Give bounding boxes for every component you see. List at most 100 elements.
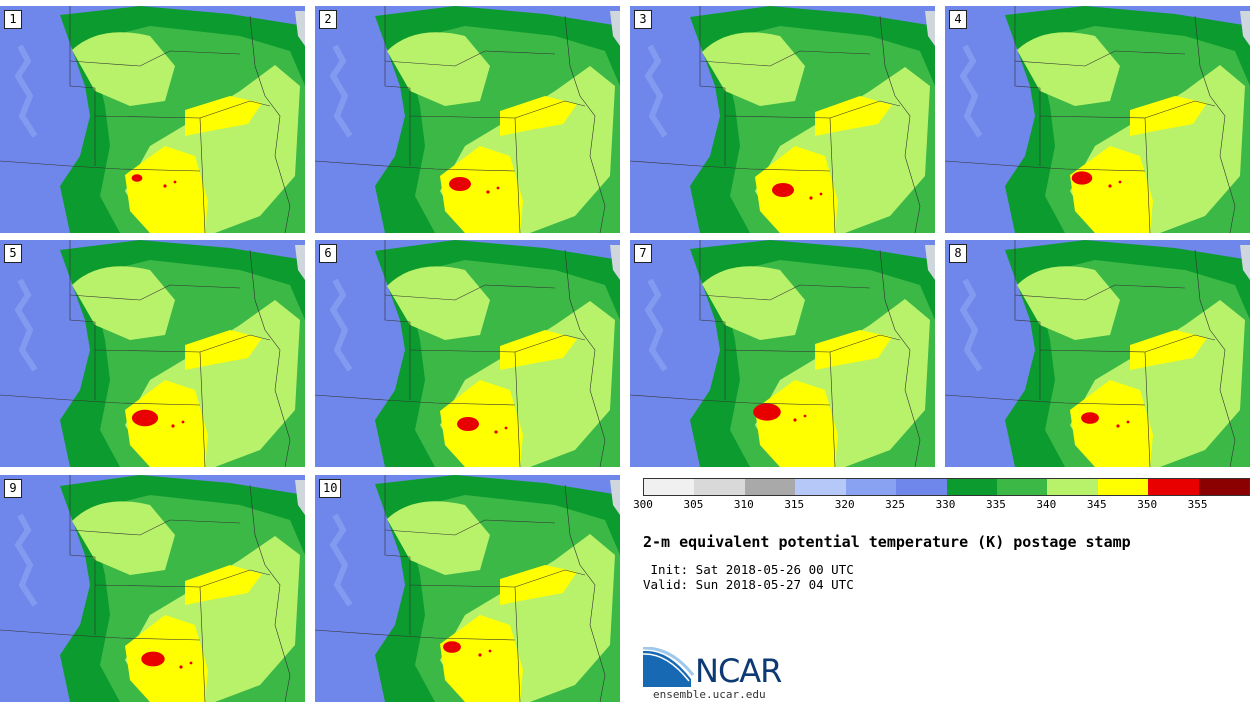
- extreme-theta-e-dot: [819, 192, 823, 196]
- extreme-theta-e-spot: [753, 403, 781, 421]
- lake-region: [295, 245, 305, 280]
- extreme-theta-e-dot: [803, 414, 807, 418]
- extreme-theta-e-dot: [488, 649, 492, 653]
- valid-time: Valid: Sun 2018-05-27 04 UTC: [643, 577, 854, 592]
- state-border: [1194, 249, 1236, 467]
- state-border: [409, 569, 586, 588]
- northern-moist-lobe: [387, 501, 490, 575]
- colorbar-segment: [1097, 479, 1149, 495]
- high-theta-e-band: [815, 330, 892, 370]
- theta-e-map: [0, 475, 305, 702]
- member-label: 1: [4, 10, 22, 29]
- state-border: [384, 284, 556, 301]
- high-theta-e-band: [1130, 330, 1207, 370]
- member-panel-9[interactable]: 9: [0, 475, 305, 702]
- colorbar-tick-label: 330: [935, 498, 956, 511]
- state-border: [1014, 50, 1186, 67]
- state-border: [1039, 100, 1216, 119]
- member-panel-3[interactable]: 3: [630, 6, 935, 233]
- lake-region: [1240, 11, 1250, 46]
- state-border: [94, 569, 271, 588]
- state-border: [1014, 6, 1041, 166]
- northern-moist-lobe: [1017, 32, 1120, 106]
- colorbar-segment: [644, 479, 695, 495]
- high-theta-e-core: [755, 146, 838, 233]
- lake-region: [610, 11, 620, 46]
- member-panel-6[interactable]: 6: [315, 240, 620, 467]
- high-theta-e-band: [185, 565, 262, 605]
- northern-moist-lobe: [387, 266, 490, 340]
- state-border: [199, 117, 206, 233]
- colorbar-tick-label: 300: [633, 498, 653, 511]
- state-border: [879, 249, 921, 467]
- member-panel-4[interactable]: 4: [945, 6, 1250, 233]
- state-border: [384, 519, 556, 536]
- state-border: [69, 519, 241, 536]
- theta-e-map: [315, 240, 620, 467]
- state-border: [315, 160, 516, 172]
- state-border: [0, 394, 201, 406]
- colorbar-tick-label: 350: [1137, 498, 1158, 511]
- high-theta-e-band: [500, 330, 577, 370]
- extreme-theta-e-dot: [486, 190, 490, 194]
- state-border: [514, 117, 521, 233]
- extreme-theta-e-spot: [457, 417, 479, 431]
- northern-moist-lobe: [702, 32, 805, 106]
- plot-title: 2-m equivalent potential temperature (K)…: [643, 533, 1131, 551]
- colorbar-segment: [845, 479, 897, 495]
- member-panel-10[interactable]: 10: [315, 475, 620, 702]
- colorbar-segment: [896, 479, 947, 495]
- extreme-theta-e-spot: [1081, 412, 1099, 424]
- extreme-theta-e-dot: [478, 653, 482, 657]
- high-theta-e-core: [125, 380, 208, 467]
- high-theta-e-band: [815, 96, 892, 136]
- theta-e-map: [945, 240, 1250, 467]
- state-border: [69, 240, 96, 400]
- member-panel-8[interactable]: 8: [945, 240, 1250, 467]
- high-theta-e-core: [125, 615, 208, 702]
- member-panel-5[interactable]: 5: [0, 240, 305, 467]
- colorbar: [643, 478, 1250, 496]
- extreme-theta-e-dot: [179, 665, 183, 669]
- northern-moist-lobe: [72, 266, 175, 340]
- member-label: 2: [319, 10, 337, 29]
- state-border: [199, 586, 206, 702]
- high-theta-e-band: [185, 96, 262, 136]
- extreme-theta-e-spot: [443, 641, 461, 653]
- colorbar-segment: [996, 479, 1048, 495]
- light-blue-streak: [329, 278, 353, 372]
- member-panel-7[interactable]: 7: [630, 240, 935, 467]
- high-theta-e-band: [185, 330, 262, 370]
- state-border: [69, 6, 96, 166]
- northern-moist-lobe: [387, 32, 490, 106]
- high-theta-e-band: [500, 565, 577, 605]
- extreme-theta-e-spot: [131, 409, 159, 427]
- member-label: 3: [634, 10, 652, 29]
- state-border: [945, 160, 1146, 172]
- colorbar-segment: [946, 479, 997, 495]
- theta-e-map: [0, 240, 305, 467]
- extreme-theta-e-dot: [504, 426, 508, 430]
- state-border: [630, 394, 831, 406]
- ncar-logo-icon: [643, 647, 695, 687]
- high-theta-e-core: [755, 380, 838, 467]
- high-theta-e-band: [1130, 96, 1207, 136]
- light-blue-streak: [329, 513, 353, 607]
- theta-e-map: [315, 6, 620, 233]
- state-border: [724, 100, 901, 119]
- member-panel-2[interactable]: 2: [315, 6, 620, 233]
- extreme-theta-e-spot: [141, 651, 165, 667]
- extreme-theta-e-spot: [449, 177, 471, 191]
- state-border: [514, 586, 521, 702]
- theta-e-map: [630, 240, 935, 467]
- state-border: [699, 240, 726, 400]
- colorbar-tick-label: 335: [985, 498, 1006, 511]
- state-border: [829, 117, 836, 233]
- lake-region: [295, 11, 305, 46]
- state-border: [69, 50, 241, 67]
- light-blue-streak: [644, 44, 668, 138]
- theta-e-map: [315, 475, 620, 702]
- state-border: [249, 15, 291, 233]
- lake-region: [925, 11, 935, 46]
- member-panel-1[interactable]: 1: [0, 6, 305, 233]
